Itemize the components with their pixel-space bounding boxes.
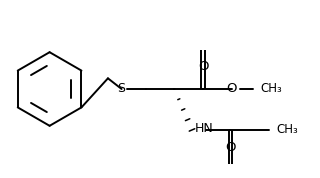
Text: CH₃: CH₃ (277, 123, 299, 137)
Text: CH₃: CH₃ (261, 82, 283, 96)
Text: HN: HN (195, 122, 213, 135)
Text: O: O (198, 60, 208, 73)
Text: S: S (118, 82, 126, 96)
Text: O: O (225, 141, 236, 154)
Text: O: O (227, 82, 237, 96)
